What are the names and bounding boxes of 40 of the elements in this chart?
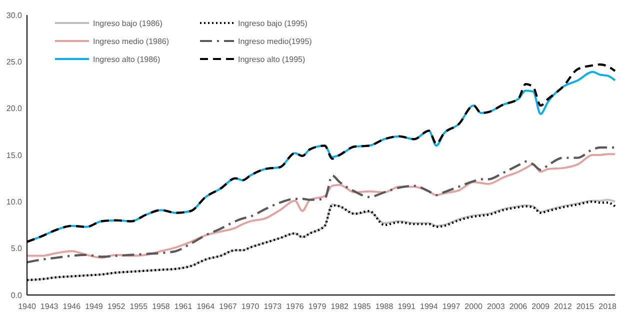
y-tick-label: 5.0 [10,244,23,254]
x-tick-label: 2018 [598,302,618,311]
x-tick-label: 2006 [509,302,528,311]
x-tick-label: 1985 [353,302,372,311]
x-tick-label: 1982 [330,302,350,311]
x-tick-label: 1943 [40,302,59,311]
y-tick-label: 0.0 [10,290,23,300]
x-tick-label: 1988 [375,302,394,311]
x-tick-label: 1997 [442,302,461,311]
x-tick-label: 1973 [264,302,282,311]
x-tick-label: 1967 [219,302,238,311]
x-tick-label: 1991 [398,302,416,311]
x-tick-label: 1958 [152,302,170,311]
x-tick-label: 2003 [487,302,506,311]
x-tick-label: 2015 [576,302,595,311]
y-tick-label: 10.0 [6,197,23,206]
x-tick-label: 2009 [532,302,550,311]
x-tick-label: 2000 [464,302,484,311]
x-tick-label: 1976 [286,302,304,311]
x-tick-label: 1964 [196,302,216,311]
y-tick-label: 20.0 [6,104,23,114]
x-tick-label: 1994 [420,302,438,311]
x-tick-label: 1979 [308,302,327,311]
y-tick-label: 25.0 [6,57,23,66]
x-tick-label: 1955 [130,302,148,311]
legend-label: Ingreso medio (1986) [93,36,170,46]
x-tick-label: 1961 [174,302,193,311]
x-tick-label: 1946 [62,302,82,311]
x-tick-label: 1940 [18,302,36,311]
legend-label: Ingreso alto (1995) [238,54,306,64]
x-tick-label: 1949 [85,302,104,311]
legend-label: Ingreso medio(1995) [238,36,312,46]
x-tick-label: 2012 [554,302,572,311]
y-tick-label: 15.0 [6,150,23,160]
x-tick-label: 1952 [107,302,126,311]
legend-label: Ingreso alto (1986) [93,54,160,64]
x-tick-label: 1970 [241,302,260,311]
y-tick-label: 30.0 [6,10,23,20]
legend-label: Ingreso bajo (1986) [93,18,163,28]
legend-label: Ingreso bajo (1995) [238,18,308,28]
